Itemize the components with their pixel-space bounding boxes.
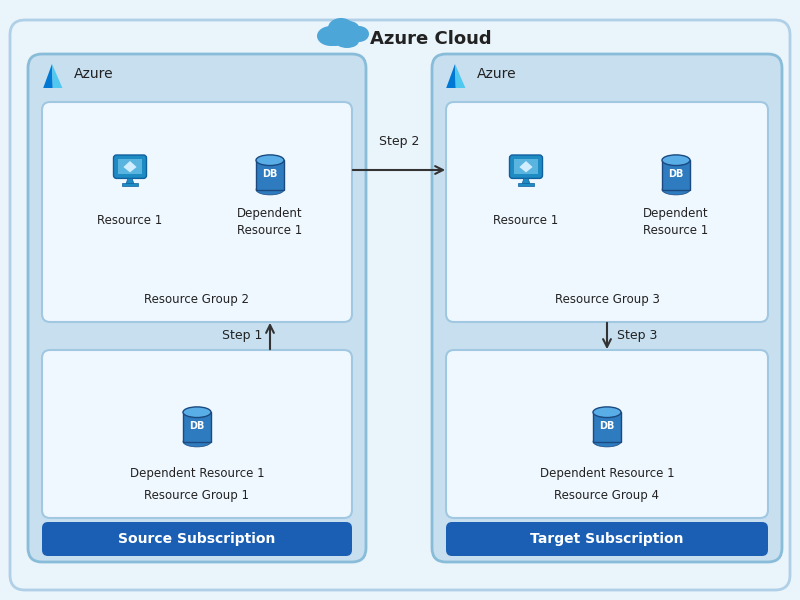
Text: DB: DB: [190, 421, 205, 431]
Polygon shape: [519, 161, 533, 172]
Polygon shape: [43, 64, 53, 88]
Text: Azure Cloud: Azure Cloud: [370, 30, 492, 48]
Text: Target Subscription: Target Subscription: [530, 532, 684, 546]
FancyBboxPatch shape: [446, 102, 768, 322]
Text: Resource 1: Resource 1: [494, 214, 558, 226]
Text: Resource Group 4: Resource Group 4: [554, 490, 659, 503]
Ellipse shape: [338, 21, 360, 39]
Text: Step 1: Step 1: [222, 329, 262, 343]
FancyBboxPatch shape: [42, 102, 352, 322]
Ellipse shape: [256, 155, 284, 166]
Ellipse shape: [335, 34, 359, 48]
Ellipse shape: [256, 184, 284, 195]
Polygon shape: [123, 161, 137, 172]
Ellipse shape: [317, 26, 345, 46]
Text: Resource Group 3: Resource Group 3: [554, 293, 659, 307]
FancyBboxPatch shape: [42, 522, 352, 556]
Ellipse shape: [183, 407, 211, 418]
Text: Dependent
Resource 1: Dependent Resource 1: [237, 208, 303, 236]
Text: Resource Group 2: Resource Group 2: [145, 293, 250, 307]
Text: Step 2: Step 2: [379, 136, 419, 148]
Text: Azure: Azure: [477, 67, 517, 81]
Text: Step 3: Step 3: [617, 329, 657, 343]
FancyBboxPatch shape: [446, 350, 768, 518]
FancyBboxPatch shape: [256, 160, 284, 190]
Text: DB: DB: [599, 421, 614, 431]
FancyBboxPatch shape: [518, 183, 534, 185]
Ellipse shape: [593, 407, 621, 418]
Ellipse shape: [325, 32, 345, 46]
FancyBboxPatch shape: [446, 522, 768, 556]
Ellipse shape: [662, 155, 690, 166]
Ellipse shape: [349, 26, 369, 42]
Text: Azure: Azure: [74, 67, 114, 81]
FancyBboxPatch shape: [114, 155, 146, 178]
Ellipse shape: [328, 18, 354, 38]
Polygon shape: [126, 178, 134, 184]
FancyBboxPatch shape: [183, 412, 211, 442]
Ellipse shape: [593, 436, 621, 447]
FancyBboxPatch shape: [118, 159, 142, 173]
Polygon shape: [522, 178, 530, 184]
Polygon shape: [446, 64, 456, 88]
Text: Dependent Resource 1: Dependent Resource 1: [130, 467, 264, 481]
Polygon shape: [52, 64, 62, 88]
FancyBboxPatch shape: [662, 160, 690, 190]
FancyBboxPatch shape: [593, 412, 621, 442]
Polygon shape: [455, 64, 466, 88]
FancyBboxPatch shape: [514, 159, 538, 173]
FancyBboxPatch shape: [510, 155, 542, 178]
FancyBboxPatch shape: [432, 54, 782, 562]
FancyBboxPatch shape: [122, 183, 138, 185]
Text: Resource 1: Resource 1: [98, 214, 162, 226]
Text: DB: DB: [262, 169, 278, 179]
Text: Source Subscription: Source Subscription: [118, 532, 276, 546]
Text: DB: DB: [668, 169, 684, 179]
Ellipse shape: [183, 436, 211, 447]
FancyBboxPatch shape: [28, 54, 366, 562]
Text: Dependent
Resource 1: Dependent Resource 1: [643, 208, 709, 236]
Text: Resource Group 1: Resource Group 1: [145, 490, 250, 503]
Text: Dependent Resource 1: Dependent Resource 1: [540, 467, 674, 481]
FancyBboxPatch shape: [10, 20, 790, 590]
Ellipse shape: [662, 184, 690, 195]
FancyBboxPatch shape: [42, 350, 352, 518]
